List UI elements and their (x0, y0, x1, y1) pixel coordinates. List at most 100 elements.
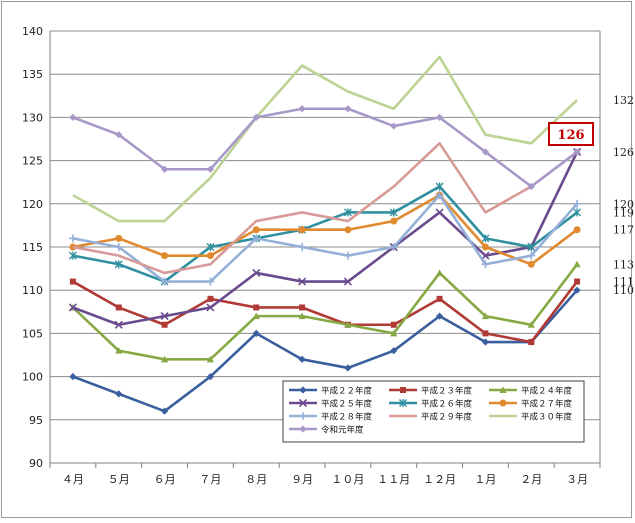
x-tick-label: １月 (474, 473, 496, 486)
series-6 (69, 191, 581, 268)
data-point (114, 320, 123, 329)
data-point (252, 268, 261, 277)
data-point (389, 243, 398, 251)
data-point (574, 278, 581, 285)
data-point (527, 251, 536, 260)
series-line (72, 193, 578, 266)
data-point (161, 252, 169, 260)
data-point (115, 390, 123, 398)
data-point (573, 260, 581, 268)
end-value-label: 111 (613, 276, 634, 289)
data-point (206, 373, 215, 381)
y-tick-label: 90 (29, 457, 43, 470)
legend-item: 平成２７年度 (489, 399, 573, 410)
legend-label: 令和元年度 (321, 425, 364, 436)
series-8 (72, 142, 578, 275)
callout-border (548, 122, 594, 146)
legend-label: 平成２６年度 (421, 399, 473, 410)
y-tick-label: 115 (22, 241, 43, 254)
data-point (298, 243, 307, 251)
legend-label: 平成２９年度 (421, 412, 473, 423)
y-tick-label: 120 (22, 198, 43, 211)
data-point (390, 122, 398, 130)
data-point (344, 226, 352, 234)
data-point (299, 304, 306, 311)
legend-label: 平成２３年度 (421, 386, 473, 397)
y-tick-label: 100 (22, 371, 43, 384)
data-point (69, 278, 76, 285)
legend-item: 平成２３年度 (389, 386, 473, 397)
series-line (72, 55, 578, 223)
series-3 (69, 260, 581, 363)
data-point (527, 260, 535, 268)
data-point (435, 182, 444, 191)
data-point (298, 277, 307, 286)
data-point (69, 113, 77, 121)
x-tick-label: １１月 (377, 473, 410, 486)
series-9 (72, 55, 578, 223)
data-point (68, 251, 77, 260)
series-line (72, 263, 579, 361)
data-point (252, 234, 261, 243)
data-point (206, 303, 215, 312)
data-point (481, 251, 490, 260)
data-point (343, 277, 352, 286)
series-line (72, 107, 578, 188)
data-point (206, 165, 215, 173)
data-point (115, 347, 123, 354)
legend-item: 平成２４年度 (489, 386, 573, 397)
x-tick-label: ６月 (154, 473, 176, 486)
data-point (69, 373, 77, 381)
data-point (160, 355, 169, 363)
legend-item: 平成２２年度 (289, 386, 373, 397)
legend-item: 平成２９年度 (389, 412, 473, 423)
data-point (115, 304, 122, 311)
data-point (481, 312, 490, 320)
end-value-label: 120 (613, 198, 634, 211)
series-10 (69, 105, 581, 191)
series-4 (68, 147, 582, 329)
data-point (573, 286, 581, 294)
legend-item: 平成３０年度 (489, 412, 573, 423)
data-point (573, 148, 581, 156)
data-point (436, 295, 443, 302)
callout-text: 126 (557, 128, 584, 143)
data-point (298, 105, 306, 113)
data-point (68, 234, 77, 243)
data-point (115, 234, 123, 242)
series-line (72, 289, 579, 413)
data-point (390, 347, 398, 355)
legend-marker (400, 387, 406, 393)
data-point (527, 182, 535, 191)
data-point (435, 113, 444, 121)
data-point (206, 243, 215, 251)
data-point (528, 339, 535, 346)
end-value-label: 110 (613, 284, 634, 297)
legend-marker (298, 398, 308, 408)
x-tick-label: ３月 (566, 473, 588, 486)
end-value-label: 113 (613, 258, 634, 271)
x-tick-label: ８月 (245, 473, 267, 486)
x-tick-label: １０月 (331, 473, 364, 486)
data-point (114, 243, 123, 251)
data-point (344, 105, 352, 113)
x-tick-label: ４月 (62, 473, 84, 486)
legend-item: 平成２５年度 (289, 399, 373, 410)
data-point (115, 131, 123, 139)
data-point (481, 148, 490, 156)
legend-label: 平成２４年度 (521, 386, 573, 397)
series-2 (69, 278, 581, 346)
y-tick-label: 95 (29, 414, 43, 427)
legend-label: 平成２２年度 (321, 386, 373, 397)
data-point (482, 330, 489, 337)
end-value-label: 119 (613, 206, 634, 219)
data-point (573, 208, 582, 217)
data-point (160, 312, 169, 321)
y-tick-label: 125 (22, 155, 43, 168)
data-point (527, 243, 536, 251)
data-point (390, 329, 398, 337)
y-tick-label: 130 (22, 111, 43, 124)
y-tick-label: 105 (22, 327, 43, 340)
